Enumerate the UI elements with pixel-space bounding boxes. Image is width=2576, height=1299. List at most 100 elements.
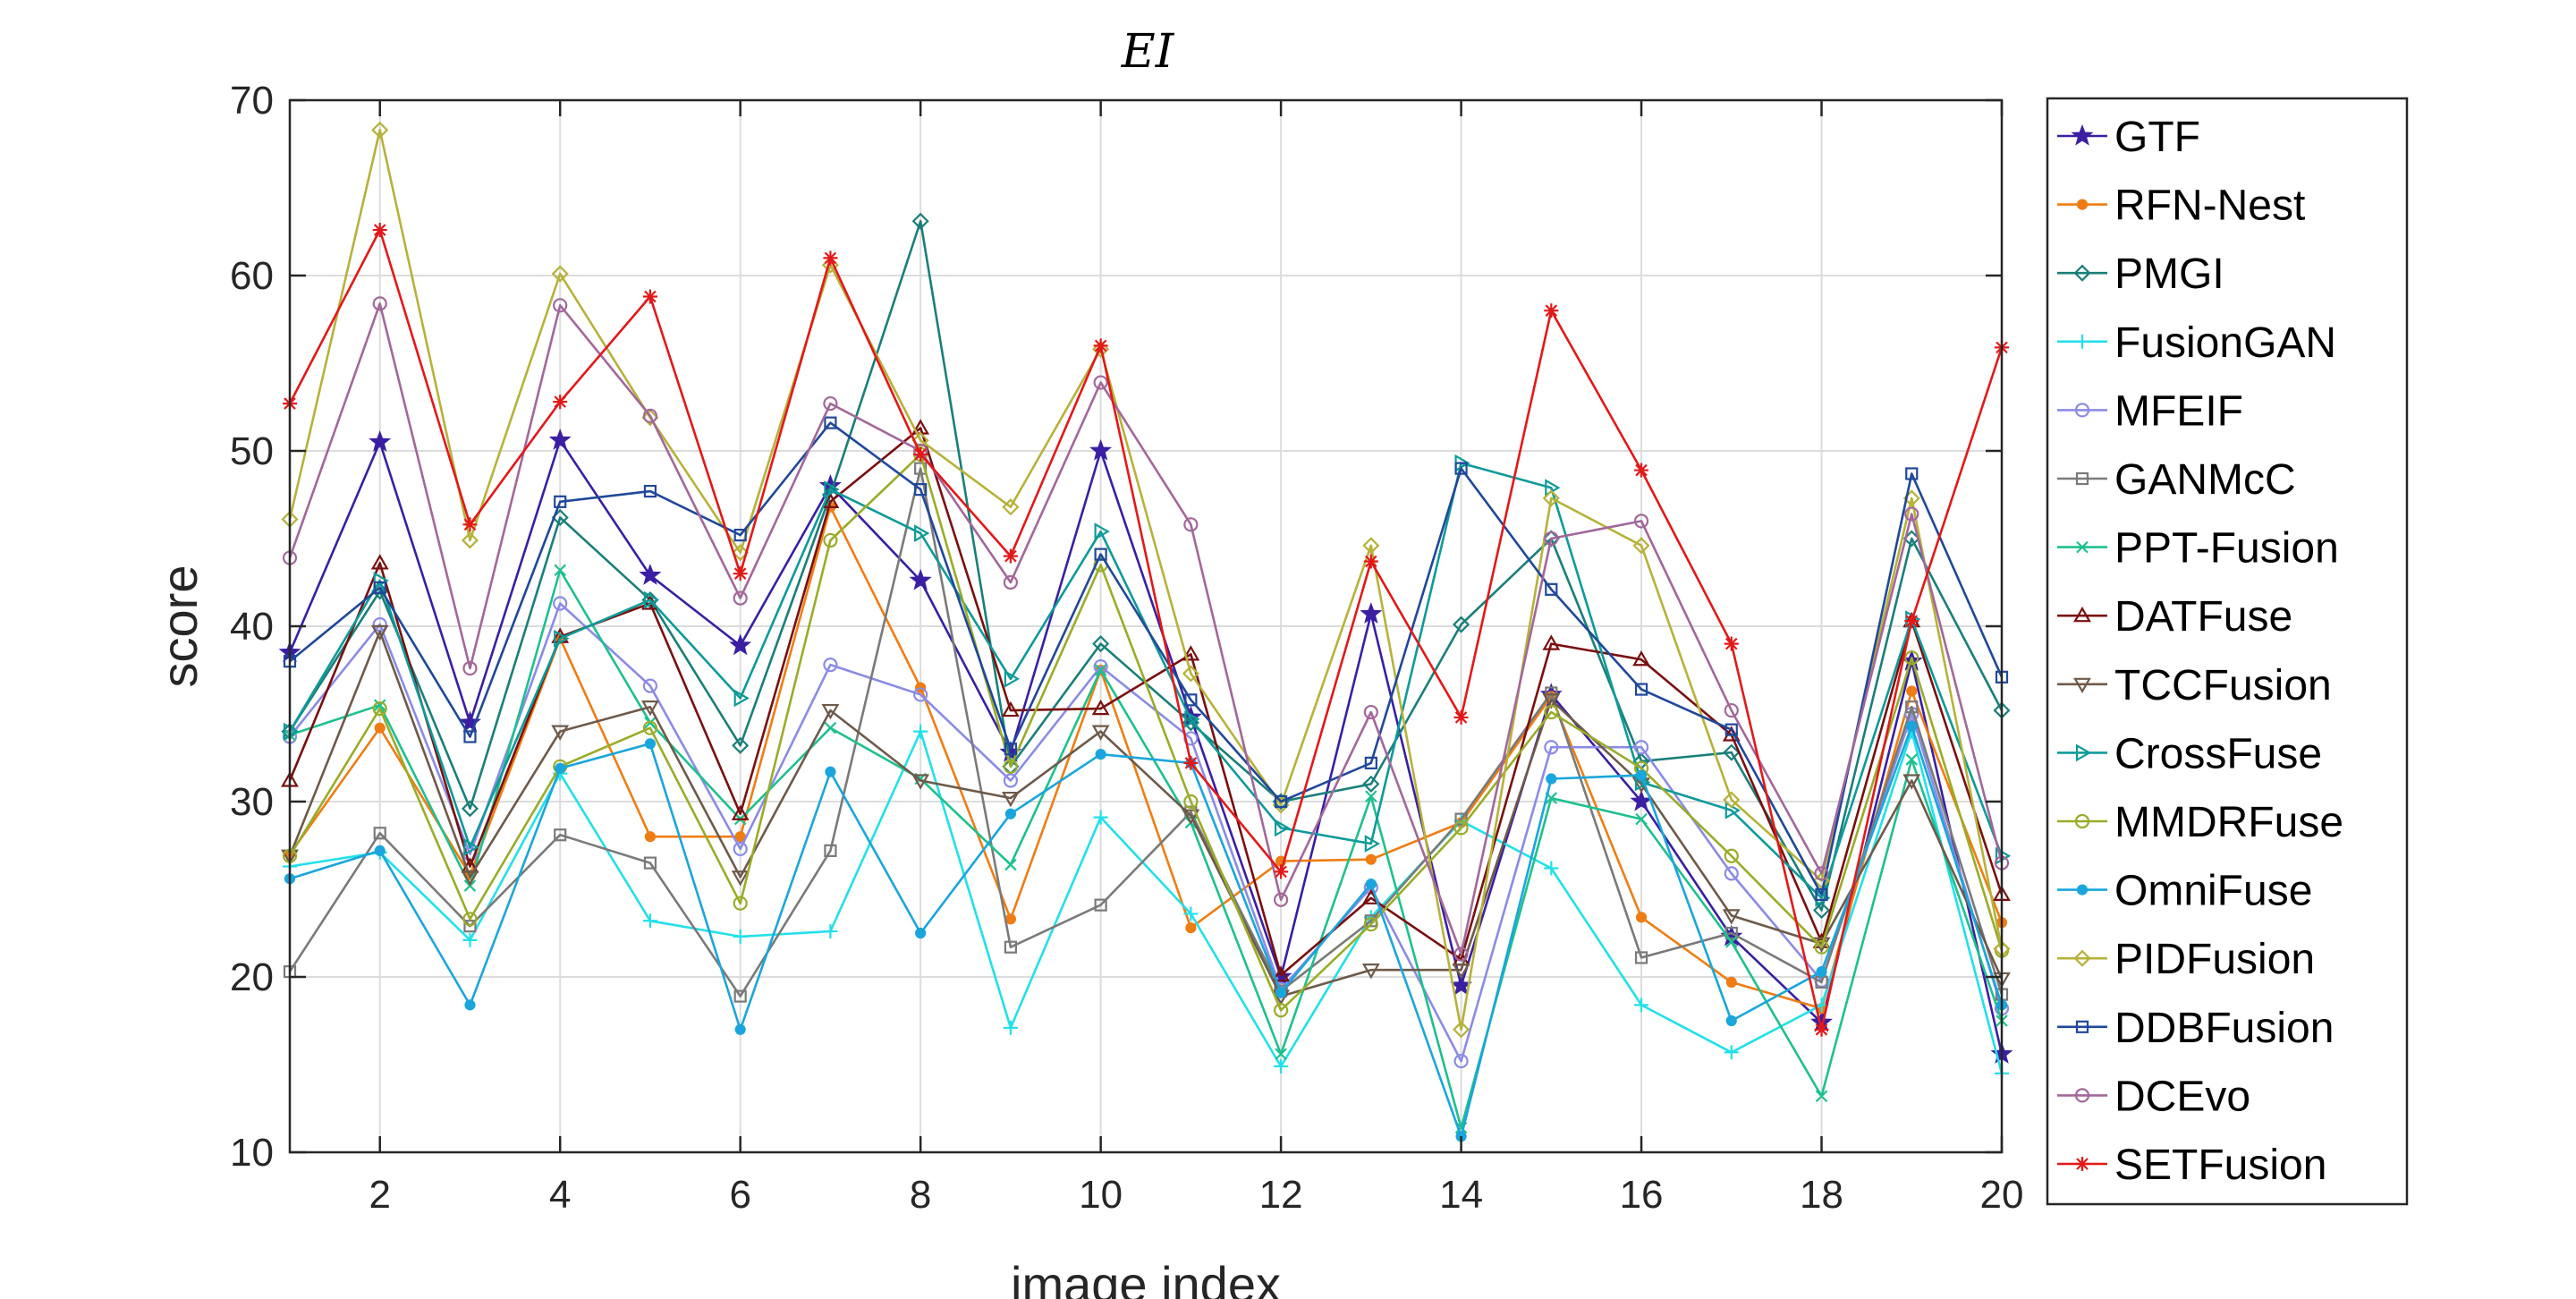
data-point-datfuse — [1542, 634, 1561, 650]
legend-item-dcevo: DCEvo — [2057, 1073, 2250, 1120]
series-pidfusion — [281, 121, 2011, 1039]
data-point-setfusion — [642, 289, 657, 304]
data-point-setfusion — [1634, 463, 1649, 478]
legend-marker — [2076, 540, 2089, 554]
data-point-setfusion — [1274, 864, 1289, 879]
data-point-omnifuse — [1365, 879, 1377, 890]
data-point-rfn-nest — [1365, 853, 1377, 865]
data-point-ganmcc — [1094, 898, 1107, 912]
series-line-fusiongan — [289, 730, 2004, 1074]
data-point-ddbfusion — [1634, 683, 1648, 696]
data-point-ppt-fusion — [1275, 1048, 1287, 1061]
data-point-ganmcc — [643, 856, 657, 870]
data-point-tccfusion — [370, 624, 389, 641]
data-point-ppt-fusion — [1905, 753, 1919, 766]
series-mmdrfuse — [282, 446, 2010, 1018]
data-point-mmdrfuse — [1814, 939, 1829, 955]
data-point-pidfusion — [1632, 537, 1650, 555]
data-point-dcevo — [372, 296, 387, 311]
data-point-ddbfusion — [1004, 743, 1017, 756]
legend-label: DDBFusion — [2114, 1005, 2334, 1052]
series-tccfusion — [281, 624, 2011, 1006]
data-point-ppt-fusion — [1094, 664, 1107, 676]
data-point-pidfusion — [1092, 340, 1110, 358]
data-point-omnifuse — [464, 999, 476, 1011]
tick-labels: 2 4 6 8 10 12 14 16 18 20 10 20 30 40 50 60 70 — [230, 79, 2023, 1217]
data-point-gtf — [369, 430, 392, 452]
data-point-tccfusion — [461, 870, 479, 887]
legend-item-datfuse: DATFuse — [2057, 593, 2292, 641]
legend-item-gtf: GTF — [2057, 114, 2200, 161]
data-point-fusiongan — [913, 724, 928, 739]
data-point-mfeif — [1724, 866, 1739, 881]
data-point-ppt-fusion — [644, 717, 657, 729]
data-point-rfn-nest — [1635, 912, 1648, 923]
data-point-setfusion — [1814, 1022, 1829, 1037]
data-point-dcevo — [1633, 514, 1649, 529]
legend-label: DATFuse — [2114, 593, 2292, 641]
data-point-pmgi — [461, 800, 479, 818]
data-point-datfuse — [370, 554, 389, 570]
data-point-omnifuse — [1906, 720, 1918, 732]
data-point-ddbfusion — [1815, 887, 1828, 901]
data-point-mfeif — [733, 841, 748, 857]
legend-label: PIDFusion — [2114, 936, 2315, 983]
data-point-dcevo — [553, 298, 568, 313]
data-point-pmgi — [1723, 743, 1741, 761]
data-point-pmgi — [1092, 635, 1110, 653]
legend-marker — [2075, 1020, 2089, 1033]
data-point-ganmcc — [373, 827, 386, 840]
data-point-ganmcc — [554, 828, 567, 842]
series-gtf — [278, 429, 2013, 1064]
data-point-ddbfusion — [1724, 723, 1738, 736]
data-point-pidfusion — [371, 121, 389, 139]
data-point-gtf — [639, 564, 662, 585]
data-point-mmdrfuse — [1904, 650, 1919, 666]
legend-marker — [2073, 606, 2091, 623]
data-point-mmdrfuse — [372, 701, 387, 717]
data-point-mfeif — [1633, 740, 1649, 755]
data-point-rfn-nest — [374, 722, 386, 734]
x-tick-label: 2 — [369, 1173, 390, 1217]
data-point-fusiongan — [823, 924, 838, 939]
y-tick-label: 30 — [230, 780, 274, 824]
data-point-dcevo — [1274, 892, 1289, 907]
legend-label: RFN-Nest — [2114, 183, 2305, 230]
data-point-omnifuse — [825, 766, 836, 777]
data-point-fusiongan — [1003, 1020, 1018, 1035]
y-tick-label: 40 — [230, 605, 274, 649]
data-point-mmdrfuse — [733, 896, 748, 911]
data-point-omnifuse — [1275, 987, 1287, 998]
data-point-mmdrfuse — [1003, 759, 1018, 774]
data-point-mfeif — [642, 678, 658, 693]
data-point-rfn-nest — [1906, 685, 1918, 697]
data-point-dcevo — [642, 408, 658, 423]
data-point-crossfuse — [914, 524, 930, 543]
x-tick-label: 6 — [729, 1173, 750, 1217]
legend-item-fusiongan: FusionGAN — [2057, 319, 2336, 367]
data-point-ganmcc — [1004, 940, 1017, 954]
series-line-ppt-fusion — [289, 568, 2004, 1129]
data-point-ppt-fusion — [824, 721, 837, 734]
data-point-ppt-fusion — [1004, 858, 1017, 871]
data-point-ddbfusion — [463, 730, 477, 743]
data-point-datfuse — [1632, 650, 1650, 666]
data-point-setfusion — [913, 446, 928, 462]
legend-marker — [2074, 813, 2090, 829]
data-point-ddbfusion — [1454, 462, 1468, 475]
data-point-omnifuse — [644, 738, 657, 750]
legend-label: PPT-Fusion — [2114, 525, 2339, 573]
data-point-ddbfusion — [824, 416, 837, 429]
data-point-dcevo — [1544, 531, 1559, 547]
data-point-gtf — [1450, 973, 1473, 996]
x-tick-label: 10 — [1079, 1173, 1123, 1217]
data-point-fusiongan — [1274, 1058, 1289, 1074]
data-point-mmdrfuse — [1724, 848, 1739, 863]
data-point-pidfusion — [1182, 665, 1199, 683]
data-point-tccfusion — [821, 703, 840, 720]
data-point-dcevo — [1453, 947, 1469, 962]
legend-label: MMDRFuse — [2114, 799, 2343, 846]
data-point-ganmcc — [1634, 951, 1648, 964]
data-point-omnifuse — [555, 762, 566, 774]
data-point-ganmcc — [824, 844, 837, 857]
